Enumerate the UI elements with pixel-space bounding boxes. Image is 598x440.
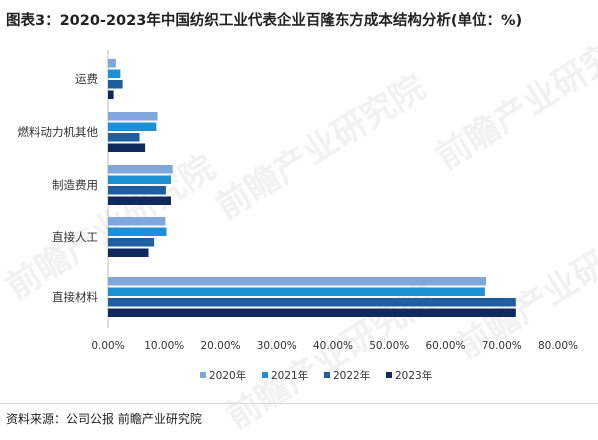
legend-label: 2020年 [209, 369, 246, 382]
bar [108, 186, 166, 195]
legend-swatch [324, 372, 330, 378]
chart-title: 图表3：2020-2023年中国纺织工业代表企业百隆东方成本结构分析(单位：%) [6, 13, 523, 29]
y-tick-label: 直接材料 [52, 290, 98, 304]
bar [108, 196, 171, 205]
bar [108, 248, 149, 257]
bar [108, 90, 114, 99]
bar [108, 143, 146, 152]
x-tick-label: 0.00% [91, 340, 124, 352]
legend-swatch [386, 372, 392, 378]
bar [108, 175, 171, 184]
bar [108, 112, 158, 121]
legend-label: 2022年 [333, 369, 370, 382]
legend-label: 2023年 [395, 369, 432, 382]
bar [108, 277, 486, 286]
x-tick-label: 50.00% [369, 340, 409, 352]
bar [108, 122, 157, 131]
bar [108, 287, 485, 296]
x-tick-label: 60.00% [425, 340, 465, 352]
bar [108, 217, 166, 226]
x-tick-label: 10.00% [144, 340, 184, 352]
y-tick-label: 燃料动力机其他 [18, 125, 99, 139]
y-tick-label: 直接人工 [52, 230, 98, 244]
x-tick-label: 40.00% [313, 340, 353, 352]
y-tick-label: 制造费用 [52, 178, 98, 192]
bar [108, 165, 173, 174]
bar [108, 238, 155, 247]
bar [108, 80, 123, 89]
x-tick-label: 30.00% [257, 340, 297, 352]
source-divider [0, 403, 598, 404]
bar [108, 59, 116, 68]
legend-swatch [200, 372, 206, 378]
bar [108, 133, 140, 142]
x-tick-label: 70.00% [482, 340, 522, 352]
source-note: 资料来源：公司公报 前瞻产业研究院 [6, 412, 202, 426]
legend-swatch [262, 372, 268, 378]
bar [108, 308, 516, 317]
bar [108, 227, 167, 236]
x-tick-label: 20.00% [200, 340, 240, 352]
legend-label: 2021年 [271, 369, 308, 382]
y-tick-label: 运费 [75, 72, 98, 86]
bar [108, 298, 516, 307]
x-tick-label: 80.00% [538, 340, 578, 352]
bar [108, 69, 121, 78]
